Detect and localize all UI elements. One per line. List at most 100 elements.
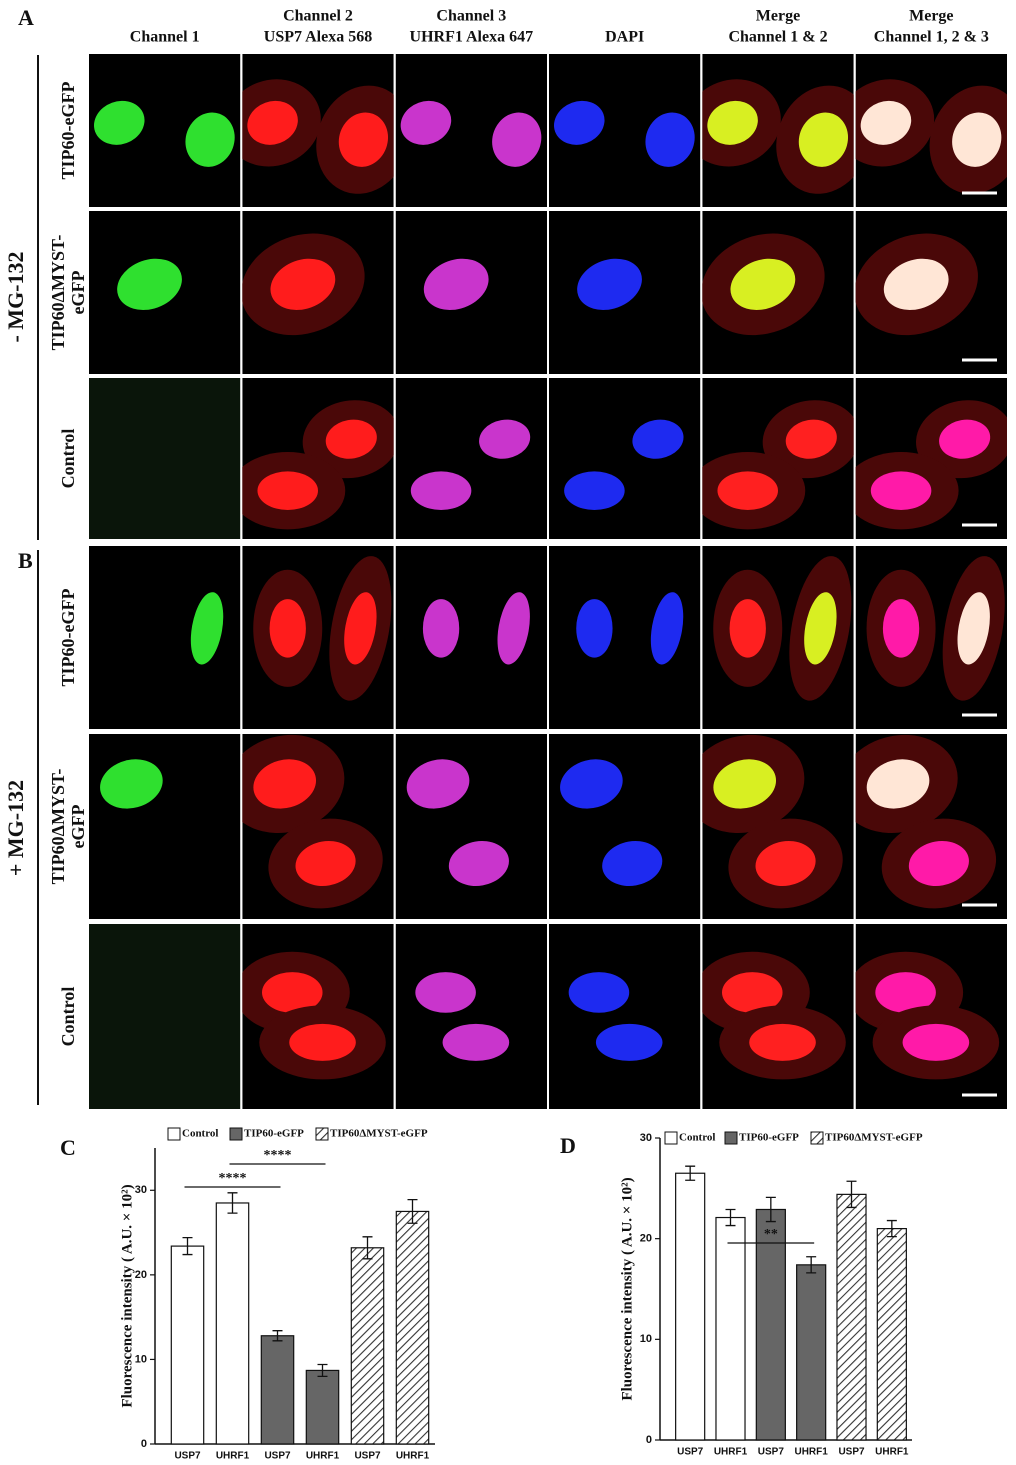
nucleus	[707, 100, 758, 145]
nucleus	[492, 112, 542, 167]
micrograph	[89, 378, 241, 539]
column-header: Merge	[909, 8, 953, 25]
nucleus	[253, 759, 317, 809]
x-tick-label: UHRF1	[216, 1451, 250, 1462]
nucleus	[568, 972, 630, 1013]
error-bar	[725, 1208, 736, 1227]
row-label: Control	[58, 987, 78, 1047]
nucleus	[400, 100, 452, 145]
panel-label: D	[560, 1133, 576, 1158]
column-header: Merge	[756, 8, 800, 25]
row-label: eGFP	[68, 271, 88, 315]
micrograph-bg	[395, 734, 547, 919]
x-tick-label: USP7	[677, 1447, 704, 1458]
micrograph	[242, 378, 394, 539]
micrograph-bg	[89, 924, 241, 1109]
nucleus	[554, 100, 605, 145]
y-tick-label: 20	[640, 1233, 652, 1245]
nucleus	[755, 841, 816, 886]
nucleus	[564, 471, 625, 511]
micrograph	[395, 734, 547, 919]
error-bar	[227, 1192, 238, 1214]
micrograph	[549, 924, 701, 1109]
column-header: UHRF1 Alexa 647	[410, 29, 534, 46]
y-tick-label: 0	[646, 1434, 652, 1446]
micrograph	[242, 546, 394, 729]
y-tick-label: 30	[135, 1184, 147, 1196]
y-axis-label: Fluorescence intensity ( A.U. × 10²)	[119, 1184, 135, 1407]
micrograph	[395, 378, 547, 539]
legend-swatch	[315, 1127, 329, 1141]
legend-swatch	[229, 1127, 243, 1141]
nucleus	[423, 258, 489, 310]
y-tick-label: 10	[640, 1333, 652, 1345]
nucleus	[798, 112, 849, 167]
panel-label: C	[60, 1135, 76, 1160]
nucleus	[883, 258, 949, 310]
error-bar	[806, 1256, 817, 1274]
error-bar	[182, 1237, 193, 1256]
nucleus	[344, 592, 377, 665]
legend-swatch	[724, 1131, 738, 1145]
nucleus	[729, 599, 766, 658]
nucleus	[415, 972, 476, 1013]
legend-swatch	[167, 1127, 181, 1141]
micrograph	[855, 211, 1007, 374]
x-tick-label: UHRF1	[396, 1451, 430, 1462]
micrograph	[702, 546, 854, 729]
significance-label: ****	[264, 1148, 292, 1163]
micrograph-bg	[89, 378, 241, 539]
nucleus	[902, 1023, 970, 1061]
error-bar	[765, 1196, 776, 1223]
column-header: DAPI	[605, 29, 644, 46]
x-tick-label: USP7	[264, 1451, 291, 1462]
row-label: Control	[58, 429, 78, 489]
bar	[836, 1193, 867, 1441]
significance-label: **	[764, 1227, 778, 1242]
micrograph-bg	[89, 734, 241, 919]
column-header: Channel 2	[283, 8, 353, 25]
nucleus	[749, 1023, 816, 1061]
micrograph	[855, 378, 1008, 539]
legend-label: TIP60ΔMYST-eGFP	[825, 1132, 923, 1144]
nucleus	[952, 112, 1002, 167]
nucleus	[713, 759, 777, 809]
bar	[305, 1369, 340, 1445]
nucleus	[410, 471, 472, 511]
nucleus	[406, 759, 470, 809]
nucleus	[497, 592, 530, 665]
micrograph	[89, 546, 241, 729]
nucleus	[442, 1023, 510, 1061]
nucleus	[645, 112, 695, 167]
micrograph	[242, 924, 394, 1109]
error-bar	[272, 1330, 283, 1342]
nucleus	[325, 419, 377, 459]
bar	[350, 1247, 385, 1445]
nucleus	[804, 592, 837, 665]
x-tick-label: UHRF1	[306, 1451, 340, 1462]
nucleus	[338, 112, 389, 167]
micrograph	[702, 54, 854, 207]
significance-label: ****	[219, 1171, 247, 1186]
nucleus	[957, 592, 990, 665]
nucleus	[866, 759, 930, 809]
nucleus	[448, 841, 509, 886]
micrograph	[549, 54, 701, 207]
micrograph	[855, 924, 1007, 1109]
micrograph	[702, 211, 854, 374]
row-label: TIP60ΔMYST-	[48, 235, 68, 351]
micrograph	[702, 924, 854, 1109]
nucleus	[289, 1023, 356, 1061]
column-header: Channel 1	[130, 29, 200, 46]
nucleus	[908, 841, 969, 886]
nucleus	[722, 972, 783, 1013]
nucleus	[94, 100, 145, 145]
error-bar	[886, 1219, 897, 1238]
nucleus	[100, 759, 163, 809]
micrograph	[855, 54, 1008, 207]
nucleus	[602, 841, 663, 886]
nucleus	[882, 599, 920, 658]
column-header: USP7 Alexa 568	[264, 29, 372, 46]
x-tick-label: UHRF1	[714, 1447, 748, 1458]
